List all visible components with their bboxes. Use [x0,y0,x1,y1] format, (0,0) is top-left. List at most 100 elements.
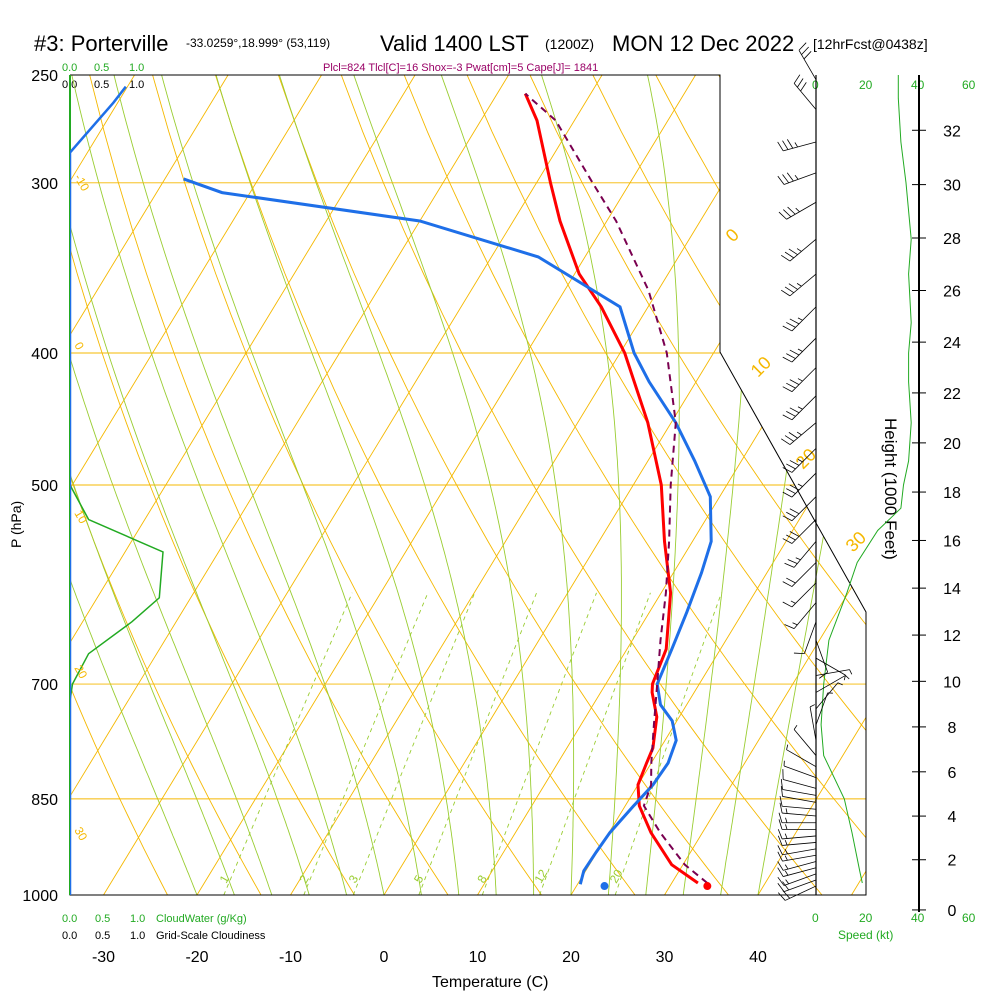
height-tick-label: 0 [948,903,957,920]
wind-barb-flag [782,581,793,587]
wind-barb-staff [809,706,817,741]
wind-barb-half [784,870,789,876]
pressure-tick-label: 700 [31,677,58,694]
bottom-black-2: 1.0 [130,930,145,942]
wind-barb [781,273,817,297]
wind-barb-half [796,431,802,436]
wind-barb [780,786,817,803]
wind-barb-staff [815,675,846,693]
height-axis-title: Height (1000 Feet) [881,418,900,560]
wind-barb-flag [777,829,783,840]
wind-barb [782,395,817,421]
wind-barb-flag [786,410,796,417]
wind-barb [782,367,817,393]
moist-adiabat [70,75,198,895]
wind-barb-flag [782,601,793,608]
wind-barb-flag [789,531,800,537]
moist-adiabat-label: 10 [747,353,775,381]
speed-bottom-20: 20 [859,911,873,925]
temp-tick-label: 20 [562,949,580,966]
wind-barb-flag [777,883,785,892]
wind-barb-half [794,142,798,148]
moist-adiabat-label: 30 [842,528,870,556]
wind-barb-half [785,817,788,823]
wind-barb-flag [782,174,790,184]
wind-barb-flag [784,562,795,568]
mixing-ratio-line [223,592,353,895]
wind-barb-flag [778,211,787,220]
pressure-tick-label: 400 [31,346,58,363]
wind-barb-staff [791,582,817,608]
wind-barb [777,885,817,901]
temp-tick-label: -10 [279,949,302,966]
wind-barb-flag [789,407,800,414]
height-tick-label: 4 [948,809,957,826]
wind-barb-flag [777,892,786,901]
wind-barb-flag [786,488,796,494]
wind-barb-flag [782,890,791,899]
pressure-tick-label: 300 [31,176,58,193]
wind-barb [782,582,817,608]
wind-barb-flag [782,491,793,498]
wind-barb-flag [786,353,796,359]
parcel-params: Plcl=824 Tlcl[C]=16 Shox=-3 Pwat[cm]=5 C… [323,62,598,74]
wind-barb-staff [815,669,850,676]
height-tick-label: 6 [948,765,957,782]
wind-barb [815,675,850,693]
height-tick-label: 8 [948,720,957,737]
valid-date: MON 12 Dec 2022 [612,31,794,56]
wind-barb-staff [789,238,817,262]
wind-barb-flag [777,175,785,185]
height-tick-label: 26 [943,284,961,301]
wind-barb [782,496,817,522]
pressure-tick-label: 250 [31,68,58,85]
wind-barb-flag [788,248,798,255]
wind-barb-flag [784,435,795,442]
moist-adiabat-label: 0 [722,225,743,246]
cloudiness-label: Grid-Scale Cloudiness [156,930,266,942]
wind-barb-half [797,378,803,382]
wind-barb-staff [791,395,817,421]
temp-tick-label: 30 [656,949,674,966]
speed-top-40: 40 [911,78,925,92]
wind-barb-half [785,808,788,814]
wind-barb-half [784,833,788,839]
mixing-ratio-line [614,592,722,895]
wind-barb-flag [787,559,798,564]
wind-barb-flag [798,42,807,51]
wind-barb [815,682,843,710]
wind-barb [781,422,817,445]
wind-barb-half [795,207,800,213]
speed-axis-label: Speed (kt) [838,928,893,942]
wind-barb [786,744,817,768]
wind-barb-flag [789,460,800,466]
wind-barb-staff [782,848,817,856]
height-tick-label: 10 [943,674,961,691]
wind-barb [782,337,817,363]
top-black-1: 0.5 [94,79,109,91]
wind-barb-flag [777,141,784,152]
speed-top-60: 60 [962,78,976,92]
height-tick-label: 30 [943,178,961,195]
wind-barb-half [849,669,853,675]
wind-barb-flag [780,779,783,790]
height-tick-label: 12 [943,628,961,645]
dry-adiabat [277,75,729,895]
moist-adiabat [353,75,535,895]
wind-barb-flag [783,209,792,218]
dry-adiabat [70,75,262,895]
bottom-green-0: 0.0 [62,913,77,925]
height-tick-label: 32 [943,123,961,140]
height-tick-label: 20 [943,436,961,453]
moist-adiabat [70,75,310,895]
wind-barb [793,621,817,655]
wind-barb [793,74,817,110]
temp-tick-label: -20 [185,949,208,966]
dry-adiabat-label: 20 [71,663,90,682]
speed-bottom-60: 60 [962,911,976,925]
height-tick-label: 14 [943,581,961,598]
dry-adiabat-label: 10 [71,508,90,527]
height-tick-label: 16 [943,533,961,550]
wind-barb-half [797,317,803,321]
speed-bottom-40: 40 [911,911,925,925]
